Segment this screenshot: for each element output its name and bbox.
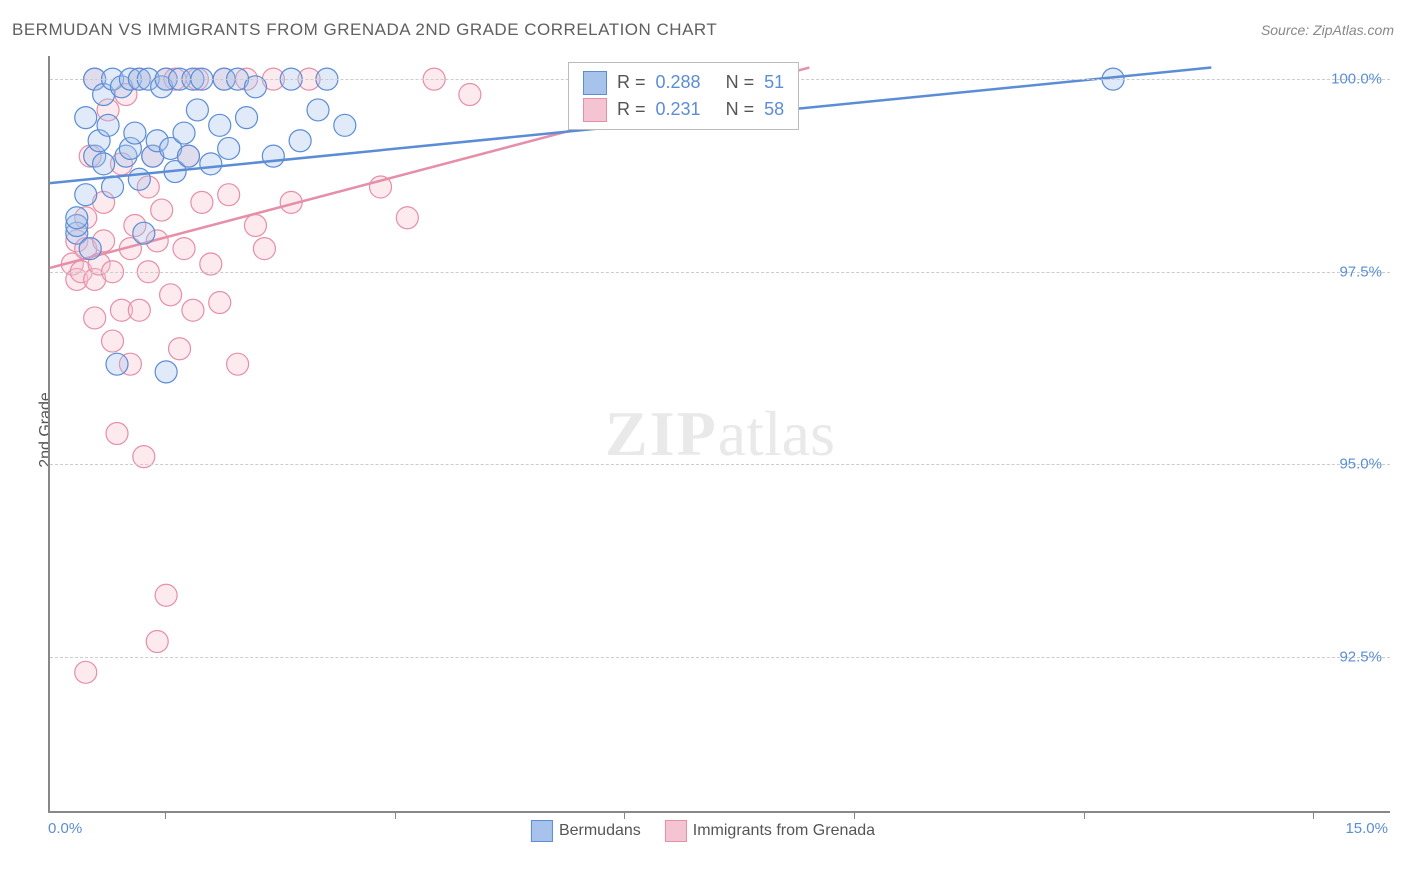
scatter-point: [128, 299, 150, 321]
scatter-point: [75, 184, 97, 206]
scatter-point: [75, 661, 97, 683]
scatter-point: [66, 207, 88, 229]
scatter-point: [334, 114, 356, 136]
y-tick-label: 97.5%: [1339, 263, 1382, 280]
scatter-point: [160, 284, 182, 306]
scatter-point: [173, 238, 195, 260]
legend: Bermudans Immigrants from Grenada: [531, 820, 875, 842]
y-tick-label: 92.5%: [1339, 648, 1382, 665]
stats-swatch-2: [583, 98, 607, 122]
x-tick: [1313, 811, 1314, 819]
stats-n-1: 51: [764, 69, 784, 96]
scatter-point: [102, 176, 124, 198]
chart-svg: [50, 56, 1390, 811]
stats-r-label-1: R =: [617, 69, 646, 96]
stats-row-1: R = 0.288 N = 51: [583, 69, 784, 96]
scatter-point: [155, 584, 177, 606]
scatter-point: [182, 299, 204, 321]
legend-item-1: Bermudans: [531, 820, 641, 842]
scatter-point: [173, 122, 195, 144]
y-tick-label: 100.0%: [1331, 71, 1382, 88]
scatter-point: [75, 107, 97, 129]
scatter-point: [97, 114, 119, 136]
scatter-point: [93, 153, 115, 175]
scatter-point: [102, 330, 124, 352]
scatter-point: [253, 238, 275, 260]
x-tick: [165, 811, 166, 819]
scatter-point: [128, 168, 150, 190]
x-tick: [854, 811, 855, 819]
scatter-point: [169, 338, 191, 360]
scatter-point: [186, 99, 208, 121]
stats-row-2: R = 0.231 N = 58: [583, 96, 784, 123]
stats-n-label-2: N =: [726, 96, 755, 123]
stats-r-2: 0.231: [656, 96, 701, 123]
scatter-point: [177, 145, 199, 167]
scatter-point: [227, 353, 249, 375]
scatter-point: [209, 114, 231, 136]
scatter-point: [106, 353, 128, 375]
gridline: [50, 272, 1390, 273]
scatter-point: [155, 361, 177, 383]
scatter-point: [262, 145, 284, 167]
stats-box: R = 0.288 N = 51 R = 0.231 N = 58: [568, 62, 799, 130]
legend-label-2: Immigrants from Grenada: [693, 822, 875, 839]
scatter-point: [209, 292, 231, 314]
stats-n-2: 58: [764, 96, 784, 123]
scatter-point: [146, 631, 168, 653]
scatter-point: [396, 207, 418, 229]
scatter-point: [236, 107, 258, 129]
scatter-point: [191, 191, 213, 213]
scatter-point: [218, 137, 240, 159]
x-high-label: 15.0%: [1345, 820, 1388, 837]
x-tick: [624, 811, 625, 819]
source-label: Source: ZipAtlas.com: [1261, 22, 1394, 38]
stats-r-1: 0.288: [656, 69, 701, 96]
y-tick-label: 95.0%: [1339, 456, 1382, 473]
scatter-point: [133, 222, 155, 244]
x-tick: [395, 811, 396, 819]
scatter-point: [124, 122, 146, 144]
stats-r-label-2: R =: [617, 96, 646, 123]
scatter-point: [289, 130, 311, 152]
stats-swatch-1: [583, 71, 607, 95]
scatter-point: [106, 423, 128, 445]
x-tick: [1084, 811, 1085, 819]
scatter-point: [244, 214, 266, 236]
gridline: [50, 657, 1390, 658]
scatter-point: [459, 84, 481, 106]
legend-label-1: Bermudans: [559, 822, 641, 839]
scatter-point: [307, 99, 329, 121]
scatter-point: [200, 153, 222, 175]
legend-swatch-2: [665, 820, 687, 842]
legend-swatch-1: [531, 820, 553, 842]
legend-item-2: Immigrants from Grenada: [665, 820, 875, 842]
gridline: [50, 464, 1390, 465]
scatter-point: [84, 307, 106, 329]
scatter-point: [151, 199, 173, 221]
scatter-point: [79, 238, 101, 260]
x-low-label: 0.0%: [48, 820, 82, 837]
stats-n-label-1: N =: [726, 69, 755, 96]
chart-title: BERMUDAN VS IMMIGRANTS FROM GRENADA 2ND …: [12, 20, 717, 40]
scatter-point: [218, 184, 240, 206]
plot-area: ZIPatlas 92.5%95.0%97.5%100.0%: [48, 56, 1390, 813]
